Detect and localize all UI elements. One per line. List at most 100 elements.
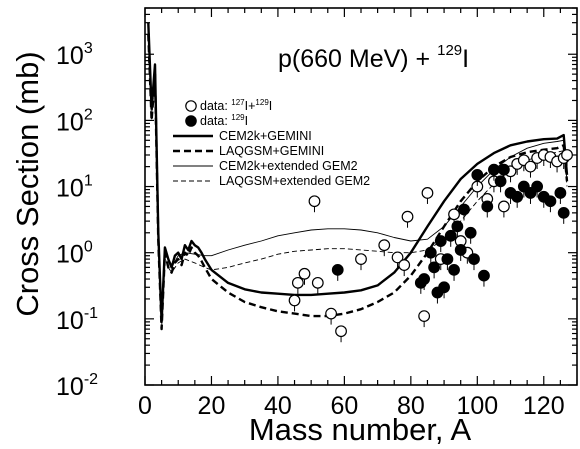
x-tick-label: 40 <box>264 392 292 420</box>
data-point-data-127i-129i <box>448 208 460 221</box>
data-point-data-127i-129i <box>298 267 311 280</box>
data-point-data-127i-129i <box>308 195 321 208</box>
x-tick-labels: 0 20 40 60 80 100 120 <box>138 392 565 420</box>
legend-text-part: CEM2k+GEMINI <box>219 129 312 143</box>
y-tick-exponent: -1 <box>84 305 98 322</box>
data-point-data-129i <box>544 195 557 208</box>
data-point-data-129i <box>494 175 507 188</box>
data-point-data-127i-129i <box>398 259 411 271</box>
data-point-data-129i <box>441 253 454 266</box>
legend-text-part: CEM2k+extended GEM2 <box>219 159 358 173</box>
data-point-data-129i <box>331 263 344 276</box>
y-tick-label: 100 <box>56 239 93 269</box>
legend-label: data: 127I+129I <box>200 98 272 113</box>
data-point-data-129i <box>488 163 500 176</box>
data-point-data-127i-129i <box>288 294 301 307</box>
legend-text-part: LAQGSM+GEMINI <box>219 144 324 158</box>
y-tick-base: 10 <box>56 175 84 203</box>
data-point-data-129i <box>478 269 490 282</box>
title-prefix: p(660 MeV) + <box>278 45 437 73</box>
data-point-data-127i-129i <box>524 160 537 173</box>
legend-label: data: 129I <box>200 113 248 128</box>
data-point-data-129i <box>454 244 467 256</box>
data-point-data-129i <box>531 180 544 193</box>
x-tick-label: 100 <box>456 392 498 420</box>
legend-marker <box>185 115 197 127</box>
y-tick-base: 10 <box>56 241 84 269</box>
data-point-data-127i-129i <box>421 187 434 199</box>
legend-superscript: 129 <box>231 113 245 122</box>
y-tick-base: 10 <box>56 108 84 136</box>
x-tick-label: 120 <box>523 392 565 420</box>
y-tick-exponent: 2 <box>84 106 93 123</box>
data-point-data-129i <box>554 187 567 199</box>
data-point-data-127i-129i <box>311 276 324 289</box>
y-axis-title: Cross Section (mb) <box>10 51 45 316</box>
data-point-data-129i <box>471 168 484 181</box>
data-point-data-129i <box>428 261 441 274</box>
legend-label: CEM2k+GEMINI <box>219 129 312 143</box>
data-point-data-129i <box>468 253 480 266</box>
data-point-data-127i-129i <box>391 251 404 264</box>
legend-label: CEM2k+extended GEM2 <box>219 159 358 173</box>
data-point-data-127i-129i <box>325 307 337 320</box>
axis-ticks <box>144 7 578 386</box>
x-tick-label: 0 <box>138 392 152 420</box>
data-point-data-127i-129i <box>401 210 414 223</box>
x-tick-label: 20 <box>198 392 226 420</box>
data-point-data-129i <box>418 273 431 285</box>
y-tick-base: 10 <box>56 373 84 401</box>
y-tick-label: 10-2 <box>56 371 98 401</box>
data-point-data-129i <box>464 226 477 239</box>
data-point-data-127i-129i <box>291 276 304 289</box>
y-tick-exponent: -2 <box>84 371 98 388</box>
y-tick-exponent: 0 <box>84 239 93 256</box>
y-tick-label: 102 <box>56 106 93 136</box>
y-tick-base: 10 <box>56 42 84 70</box>
data-point-data-127i-129i <box>418 310 431 323</box>
y-tick-exponent: 1 <box>84 173 93 190</box>
data-point-data-127i-129i <box>335 325 347 338</box>
legend-label: LAQGSM+GEMINI <box>219 144 324 158</box>
legend-text-part: LAQGSM+extended GEM2 <box>219 174 370 188</box>
legend-text-part: data: <box>200 114 231 128</box>
data-point-data-129i <box>434 235 447 247</box>
y-tick-base: 10 <box>56 307 84 335</box>
legend-text-part: I <box>245 114 248 128</box>
y-tick-exponent: 3 <box>84 40 93 57</box>
x-tick-label: 60 <box>330 392 358 420</box>
data-point-data-127i-129i <box>497 200 510 213</box>
data-point-data-129i <box>497 163 510 176</box>
y-tick-label: 101 <box>56 173 93 203</box>
y-tick-label: 10-1 <box>56 305 98 335</box>
data-point-data-127i-129i <box>378 239 391 252</box>
data-point-data-129i <box>511 190 524 203</box>
chart-title: p(660 MeV) + 129I <box>278 42 469 73</box>
data-point-data-127i-129i <box>561 149 573 161</box>
legend-text-part: data: <box>200 99 231 113</box>
legend-label: LAQGSM+extended GEM2 <box>219 174 370 188</box>
legend-text-part: I <box>269 99 272 113</box>
data-point-data-129i <box>451 220 464 233</box>
data-points-layer <box>288 149 573 343</box>
legend-text-part: I+ <box>245 99 256 113</box>
data-point-data-129i <box>458 203 470 216</box>
data-point-data-127i-129i <box>355 253 367 266</box>
y-tick-label: 103 <box>56 40 93 70</box>
data-point-data-129i <box>444 229 457 242</box>
data-point-data-129i <box>448 263 460 276</box>
data-point-data-129i <box>481 200 494 213</box>
title-mass: 129 <box>437 42 462 59</box>
x-axis-title: Mass number, A <box>249 412 472 447</box>
legend-superscript: 127 <box>231 98 245 107</box>
legend-marker <box>185 100 197 112</box>
data-point-data-129i <box>557 206 570 219</box>
data-point-data-129i <box>424 246 437 259</box>
legend-superscript: 129 <box>255 98 269 107</box>
title-element: I <box>462 45 469 73</box>
data-point-data-129i <box>438 281 450 294</box>
x-tick-label: 80 <box>397 392 425 420</box>
